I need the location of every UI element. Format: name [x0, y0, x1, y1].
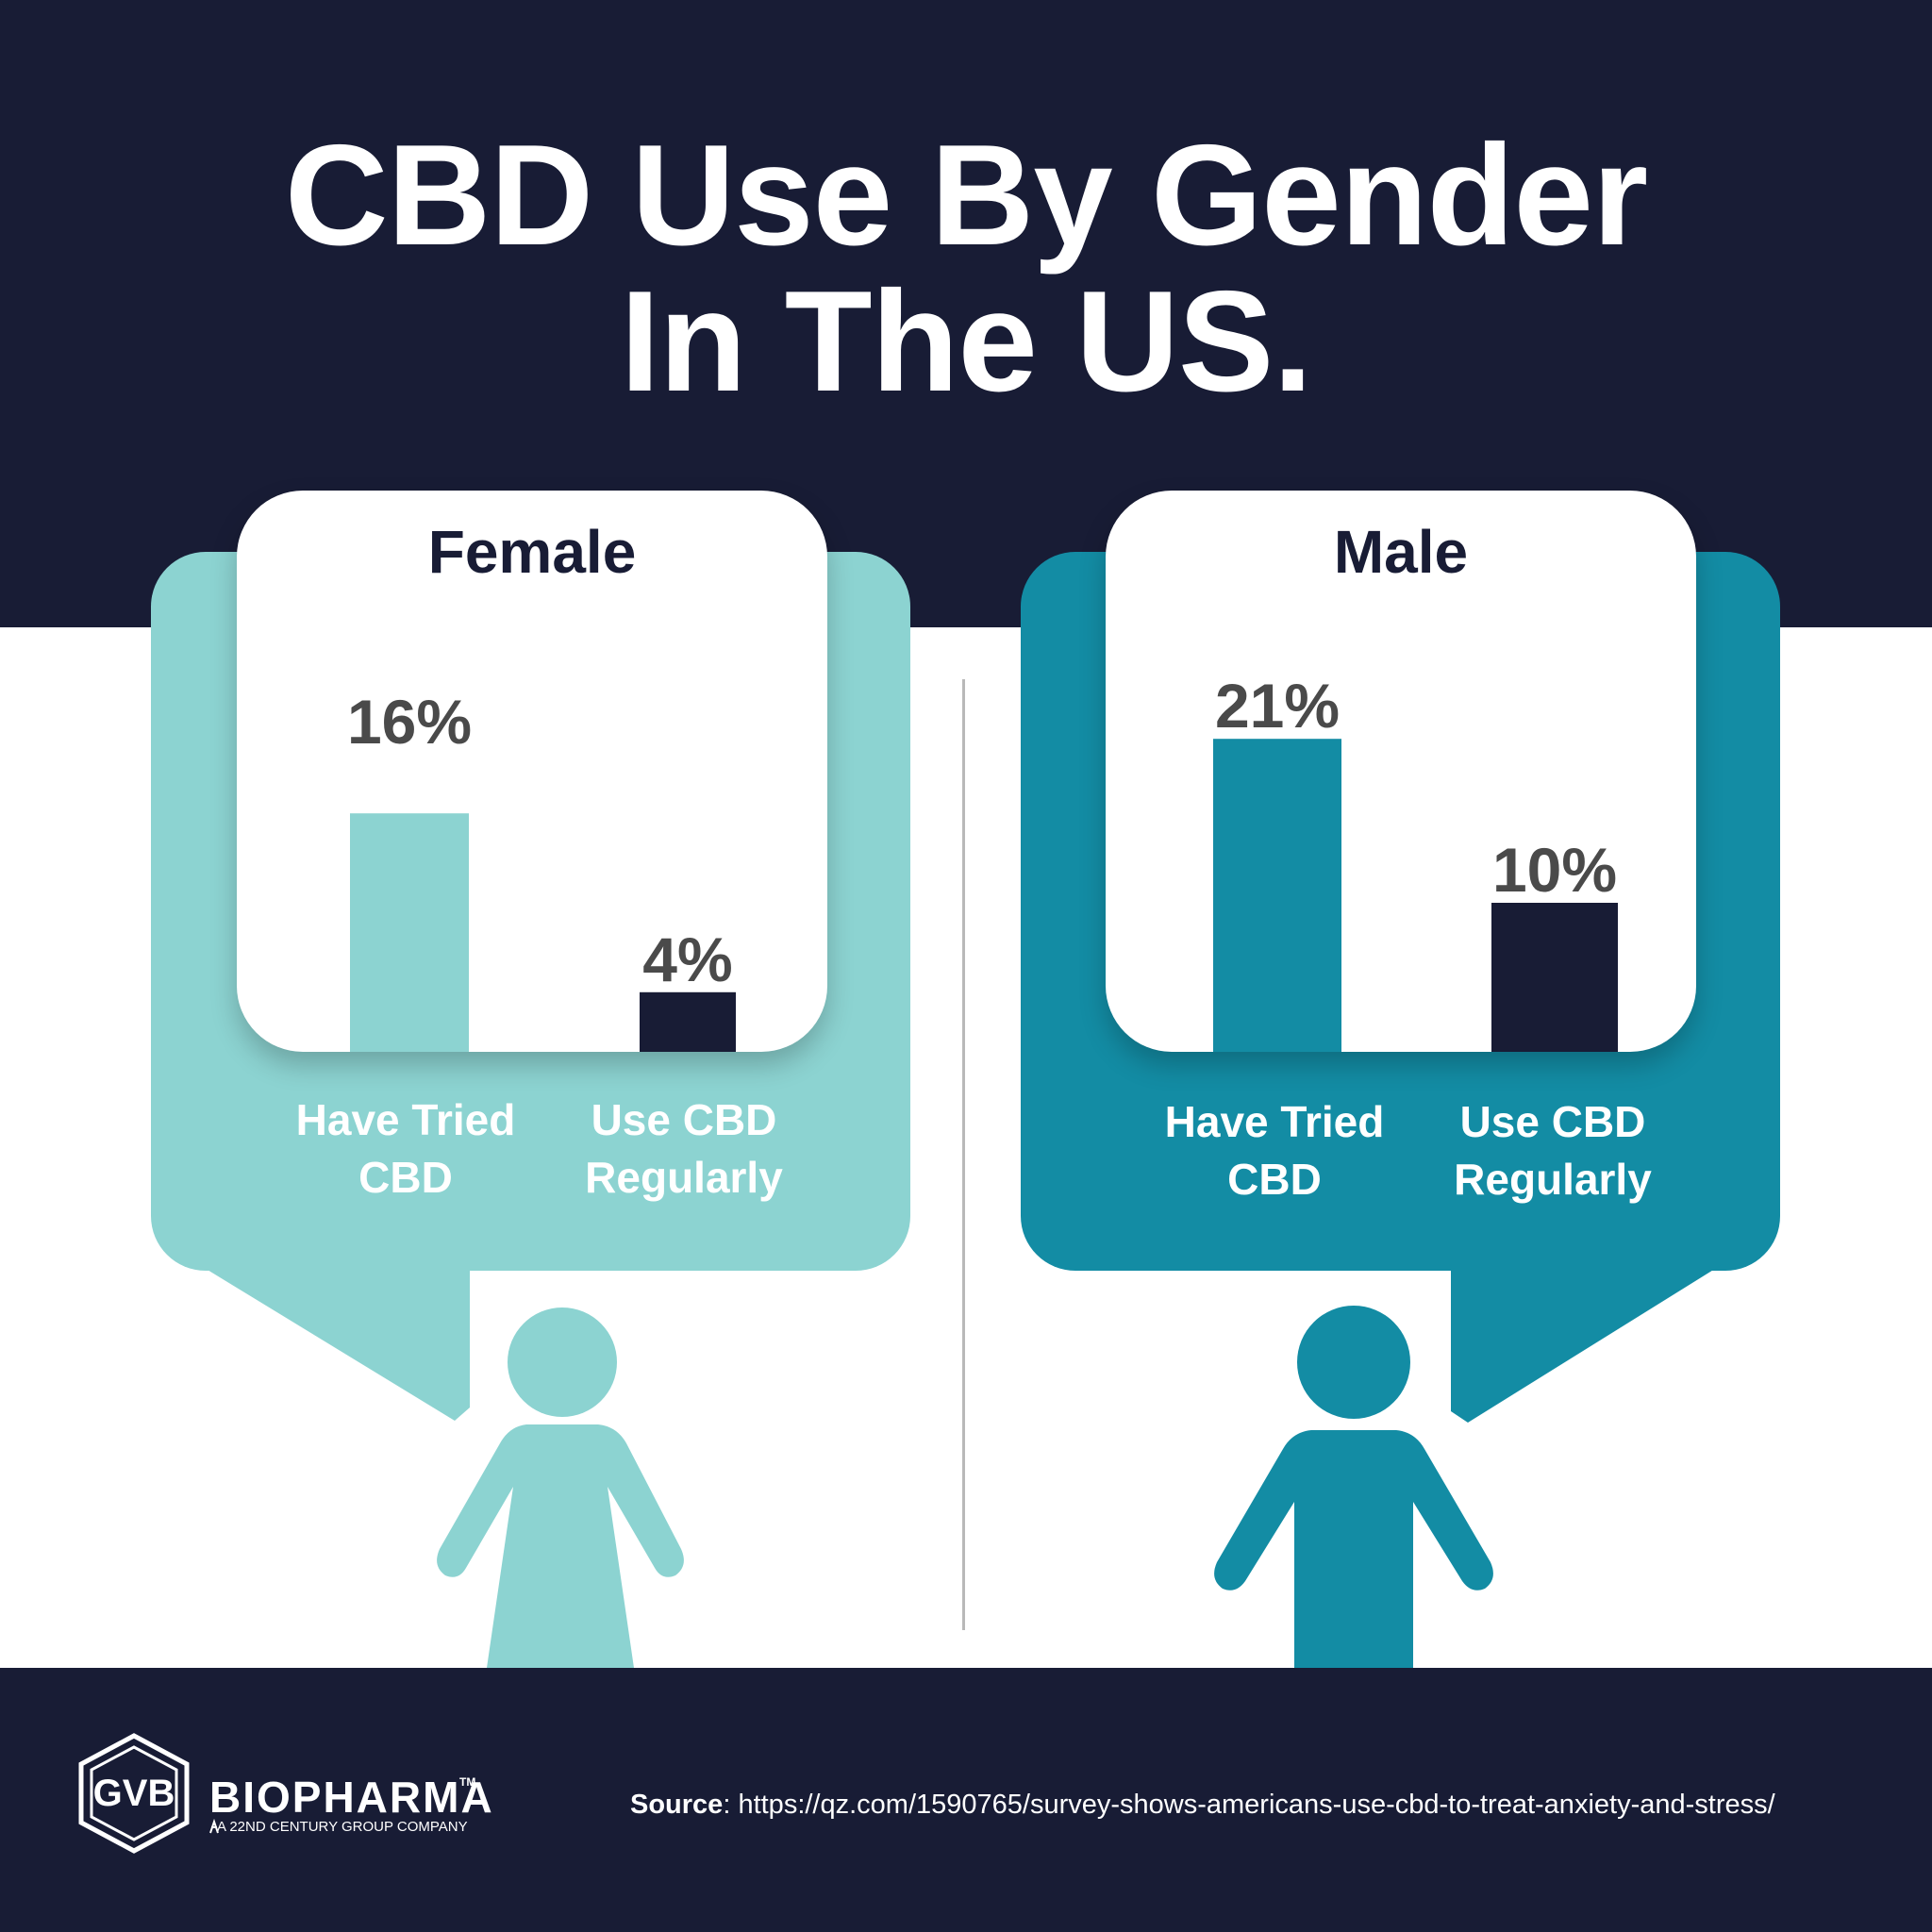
female-label-use-regularly: Use CBD Regularly: [585, 1095, 783, 1202]
man-icon: [1214, 1306, 1493, 1668]
gvb-hexagon-logo: GVB: [78, 1733, 190, 1854]
male-chart: 21% 10%: [1213, 671, 1618, 1052]
footer-band: [0, 1668, 1932, 1932]
center-divider: [962, 679, 965, 1630]
source-label: Source: [630, 1790, 724, 1820]
page-title: CBD Use By Gender In The US.: [0, 123, 1932, 415]
male-value-label-have-tried: 21%: [1215, 671, 1340, 741]
female-bar-use-regularly: [640, 991, 736, 1052]
brand-subtitle: A 22ND CENTURY GROUP COMPANY: [217, 1819, 468, 1835]
male-label-use-regularly: Use CBD Regularly: [1454, 1097, 1652, 1204]
female-chart: 16% 4%: [347, 687, 736, 1052]
male-value-label-use-regularly: 10%: [1492, 835, 1617, 905]
brand-name: BIOPHARMA: [209, 1773, 494, 1822]
female-bar-have-tried: [350, 813, 469, 1052]
female-chart-card: Female 16% 4%: [237, 491, 827, 1052]
male-chart-card: Male 21% 10%: [1106, 491, 1696, 1052]
brand-mark-icon: [209, 1818, 219, 1834]
male-bar-use-regularly: [1491, 903, 1618, 1052]
logo-text: GVB: [93, 1773, 175, 1814]
male-label-have-tried: Have Tried CBD: [1164, 1097, 1385, 1204]
source-citation: Source: https://qz.com/1590765/survey-sh…: [630, 1790, 1775, 1821]
male-chart-title: Male: [1333, 518, 1469, 586]
title-line-2: In The US.: [620, 261, 1312, 422]
female-label-have-tried: Have Tried CBD: [295, 1095, 516, 1202]
source-url: : https://qz.com/1590765/survey-shows-am…: [723, 1790, 1775, 1820]
title-line-1: CBD Use By Gender: [284, 115, 1648, 275]
woman-icon: [437, 1307, 684, 1668]
female-chart-title: Female: [427, 518, 637, 586]
female-value-label-use-regularly: 4%: [642, 924, 732, 994]
male-bar-have-tried: [1213, 739, 1341, 1052]
brand-trademark: TM: [459, 1775, 476, 1789]
female-value-label-have-tried: 16%: [347, 687, 472, 757]
